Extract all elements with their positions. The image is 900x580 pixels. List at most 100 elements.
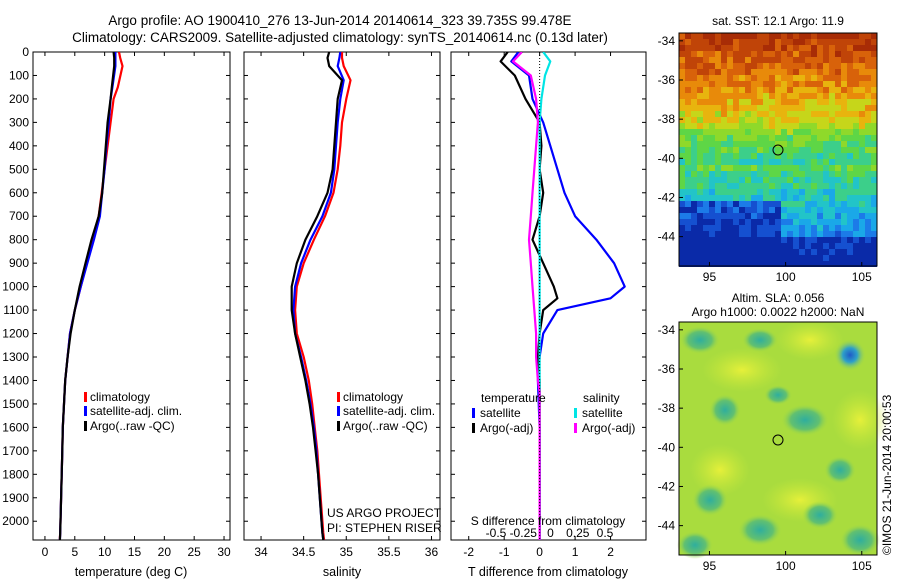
sst-cell — [757, 129, 763, 135]
depth-tick-label: 1000 — [2, 280, 29, 294]
sst-cell — [793, 219, 799, 225]
sst-cell — [697, 159, 703, 165]
sst-cell — [781, 57, 787, 63]
sst-cell — [775, 69, 781, 75]
sst-cell — [817, 39, 823, 45]
sst-cell — [853, 105, 859, 111]
map-lat-label: -40 — [658, 151, 676, 165]
sst-cell — [727, 153, 733, 159]
sst-cell — [811, 51, 817, 57]
sst-cell — [853, 63, 859, 69]
sst-cell — [805, 57, 811, 63]
sst-cell — [763, 45, 769, 51]
sst-cell — [775, 75, 781, 81]
sst-cell — [739, 135, 745, 141]
sst-cell — [847, 147, 853, 153]
sst-cell — [733, 165, 739, 171]
sst-cell — [679, 69, 685, 75]
sst-cell — [703, 177, 709, 183]
sst-cell — [853, 69, 859, 75]
sst-cell — [733, 225, 739, 231]
sst-cell — [829, 81, 835, 87]
sst-cell — [745, 255, 751, 261]
sst-cell — [697, 225, 703, 231]
sst-cell — [781, 189, 787, 195]
sst-cell — [841, 123, 847, 129]
sst-cell — [733, 129, 739, 135]
sst-cell — [691, 219, 697, 225]
sst-cell — [721, 177, 727, 183]
sst-cell — [739, 183, 745, 189]
sst-cell — [679, 261, 685, 267]
sst-cell — [757, 111, 763, 117]
sst-cell — [757, 63, 763, 69]
difference-legend: temperature salinitysatelliteArgo(-adj)sa… — [472, 391, 635, 435]
sst-cell — [745, 63, 751, 69]
sst-cell — [805, 51, 811, 57]
sst-cell — [721, 93, 727, 99]
temperature-lines — [58, 52, 124, 540]
sst-cell — [841, 135, 847, 141]
sst-cell — [823, 249, 829, 255]
sst-cell — [835, 225, 841, 231]
sst-cell — [799, 261, 805, 267]
sst-cell — [781, 237, 787, 243]
sst-cell — [871, 153, 877, 159]
sst-cell — [805, 243, 811, 249]
sst-cell — [751, 63, 757, 69]
sst-cell — [847, 219, 853, 225]
sst-cell — [733, 57, 739, 63]
sst-cell — [745, 39, 751, 45]
sst-cell — [817, 237, 823, 243]
sst-cell — [805, 261, 811, 267]
sst-cell — [793, 255, 799, 261]
sst-cell — [781, 231, 787, 237]
sst-cell — [763, 159, 769, 165]
sst-cell — [679, 135, 685, 141]
sst-cell — [787, 75, 793, 81]
salinity-panel: 34 34.5 35 35.5 36 salinity climatologysatel… — [243, 51, 442, 579]
map-lat-label: -38 — [658, 112, 676, 126]
sst-cell — [715, 135, 721, 141]
sst-cell — [781, 213, 787, 219]
sst-cell — [685, 93, 691, 99]
sst-cell — [853, 231, 859, 237]
sst-cell — [787, 177, 793, 183]
sst-cell — [709, 123, 715, 129]
sst-cell — [757, 189, 763, 195]
sst-cell — [739, 249, 745, 255]
sst-cell — [805, 183, 811, 189]
sst-cell — [733, 69, 739, 75]
sst-cell — [769, 129, 775, 135]
sst-cell — [811, 219, 817, 225]
depth-tick-label: 400 — [9, 139, 29, 153]
sst-cell — [769, 63, 775, 69]
sst-cell — [715, 81, 721, 87]
sst-cell — [853, 201, 859, 207]
sst-cell — [871, 237, 877, 243]
sst-cell — [775, 177, 781, 183]
sst-cell — [865, 123, 871, 129]
sst-cell — [847, 99, 853, 105]
sst-cell — [679, 183, 685, 189]
depth-tick-label: 200 — [9, 92, 29, 106]
sst-cell — [775, 183, 781, 189]
sst-cell — [727, 261, 733, 267]
sst-cell — [853, 75, 859, 81]
sst-cell — [841, 213, 847, 219]
sst-cell — [865, 255, 871, 261]
sst-cell — [685, 99, 691, 105]
sst-cell — [775, 195, 781, 201]
sst-cell — [775, 99, 781, 105]
sst-cell — [691, 33, 697, 39]
sst-cell — [685, 165, 691, 171]
sst-cell — [823, 105, 829, 111]
sst-cell — [715, 51, 721, 57]
sst-cell — [757, 243, 763, 249]
sst-cell — [787, 93, 793, 99]
sst-cell — [679, 213, 685, 219]
s-difference-tick-label: 0 — [547, 526, 554, 540]
sst-cell — [799, 243, 805, 249]
legend-label: climatology — [343, 390, 403, 404]
